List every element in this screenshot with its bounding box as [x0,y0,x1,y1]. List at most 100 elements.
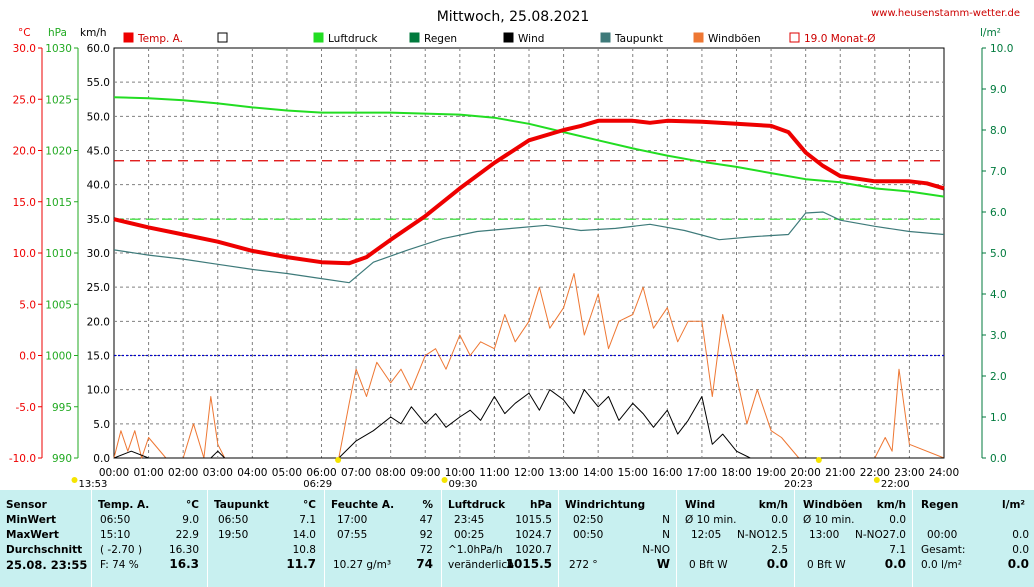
windrichtung-now-value: W [656,557,670,571]
row-label-avg: Durchschnitt [6,544,83,556]
legend-swatch [693,32,704,43]
luftdruck-min-time: 23:45 [454,514,485,526]
temp-avg-value: 16.30 [168,544,199,556]
luftdruck-avg-extra: ^1.0hPa/h [448,544,503,556]
luftdruck-min-value: 1015.5 [515,514,552,526]
hpa-axis-tick: 1005 [45,299,72,311]
sun-icon [873,477,880,483]
windrichtung-min-value: N [662,514,670,526]
kmh-axis-tick: 25.0 [87,282,110,294]
legend-item: 19.0 Monat-Ø [789,32,875,45]
feuchte-min-time: 17:00 [337,514,368,526]
sun-moon-time: 09:30 [449,479,478,490]
windrichtung-max-time: 00:50 [573,529,604,541]
hpa-axis-tick: 995 [52,402,72,414]
regen-unit: l/m² [1002,499,1025,511]
x-axis-tick: 04:00 [237,467,267,479]
rain-axis-tick: 7.0 [990,166,1007,178]
windboeen-column: Windböen km/h Ø 10 min. 0.0 13:00 N-NO 2… [794,490,912,587]
hpa-axis-tick: 1010 [45,248,72,260]
kmh-axis-tick: 35.0 [87,214,110,226]
feuchte-header: Feuchte A. [331,499,395,511]
weather-chart: Mittwoch, 25.08.2021 www.heusenstamm-wett… [9,8,1020,490]
rain-axis-tick: 5.0 [990,248,1007,260]
temp-axis-tick: -10.0 [9,453,36,465]
legend-swatch [789,32,800,43]
windrichtung-header: Windrichtung [565,499,646,511]
legend-label: 19.0 Monat-Ø [804,33,875,45]
feuchte-column: Feuchte A. % 17:00 47 07:55 92 72 10.27 … [324,490,441,587]
wind-max-time: 12:05 [691,529,722,541]
hpa-axis-tick: 1025 [45,94,72,106]
row-label-now: 25.08. 23:55 [6,558,88,572]
x-axis-tick: 14:00 [583,467,613,479]
x-axis-tick: 01:00 [133,467,163,479]
temp-axis-tick: -5.0 [16,402,37,414]
luftdruck-avg-value: 1020.7 [515,544,552,556]
temp-now-value: 16.3 [169,557,199,571]
luftdruck-now-value: 1015.5 [505,557,552,571]
wind-now-extra: 0 Bft W [689,559,728,571]
temp-avg-extra: ( -2.70 ) [100,544,143,556]
rain-axis-tick: 9.0 [990,84,1007,96]
sun-moon-time: 20:23 [784,479,813,490]
temp-unit: °C [186,499,199,511]
x-axis-tick: 21:00 [825,467,855,479]
legend-item: Taupunkt [600,32,663,45]
windrichtung-min-time: 02:50 [573,514,604,526]
kmh-axis-tick: 55.0 [87,77,110,89]
legend-label: Windböen [708,33,761,45]
windboeen-min-value: 0.0 [889,514,906,526]
temp-axis-tick: 10.0 [13,248,36,260]
hpa-axis-tick: 1030 [45,43,72,55]
x-axis-tick: 17:00 [687,467,717,479]
sun-icon [71,477,78,483]
row-label-sensor: Sensor [6,499,47,511]
legend-label: Luftdruck [328,33,378,45]
legend-item: Regen [409,32,457,45]
sun-moon-time: 22:00 [881,479,910,490]
rain-axis-tick: 4.0 [990,289,1007,301]
windrichtung-column: Windrichtung 02:50 N 00:50 N N-NO 272 ° … [558,490,676,587]
wind-column: Wind km/h Ø 10 min. 0.0 12:05 N-NO 12.5 … [676,490,794,587]
kmh-axis-tick: 5.0 [93,419,110,431]
row-label-max: MaxWert [6,529,59,541]
regen-min-time: 00:00 [927,529,958,541]
feuchte-max-time: 07:55 [337,529,368,541]
regen-column: Regen l/m² 00:00 0.0 Gesamt: 0.0 0.0 l/m… [912,490,1034,587]
row-label-min: MinWert [6,514,57,526]
kmh-axis-tick: 0.0 [93,453,110,465]
temp-max-value: 22.9 [175,529,199,541]
luftdruck-header: Luftdruck [448,499,506,511]
kmh-axis-tick: 20.0 [87,316,110,328]
series-line [113,211,945,284]
feuchte-min-value: 47 [419,514,433,526]
regen-now-value: 0.0 [1007,557,1029,571]
legend-swatch [409,32,420,43]
legend-item: Wind [503,32,544,45]
legend-swatch [217,32,228,43]
temp-axis-tick: 0.0 [19,351,36,363]
legend-label: Regen [424,33,457,45]
windboeen-now-value: 0.0 [884,557,906,571]
wind-avg-value: 2.5 [771,544,788,556]
taupunkt-min-value: 7.1 [299,514,316,526]
feuchte-unit: % [422,499,433,511]
legend-item: Temp. A. [123,32,183,45]
luftdruck-unit: hPa [530,499,552,511]
wind-unit: km/h [758,499,788,511]
wind-now-value: 0.0 [766,557,788,571]
sun-moon-time: 13:53 [79,479,108,490]
x-axis-tick: 13:00 [548,467,578,479]
kmh-axis-tick: 10.0 [87,385,110,397]
temp-axis-tick: 20.0 [13,146,36,158]
row-label-column: Sensor MinWert MaxWert Durchschnitt 25.0… [0,490,90,587]
taupunkt-unit: °C [303,499,316,511]
x-axis-tick: 22:00 [860,467,890,479]
legend-swatch [503,32,514,43]
legend-swatch [123,32,134,43]
windboeen-avg-value: 7.1 [889,544,906,556]
windboeen-now-extra: 0 Bft W [807,559,846,571]
legend-swatch [313,32,324,43]
rain-axis-tick: 3.0 [990,330,1007,342]
